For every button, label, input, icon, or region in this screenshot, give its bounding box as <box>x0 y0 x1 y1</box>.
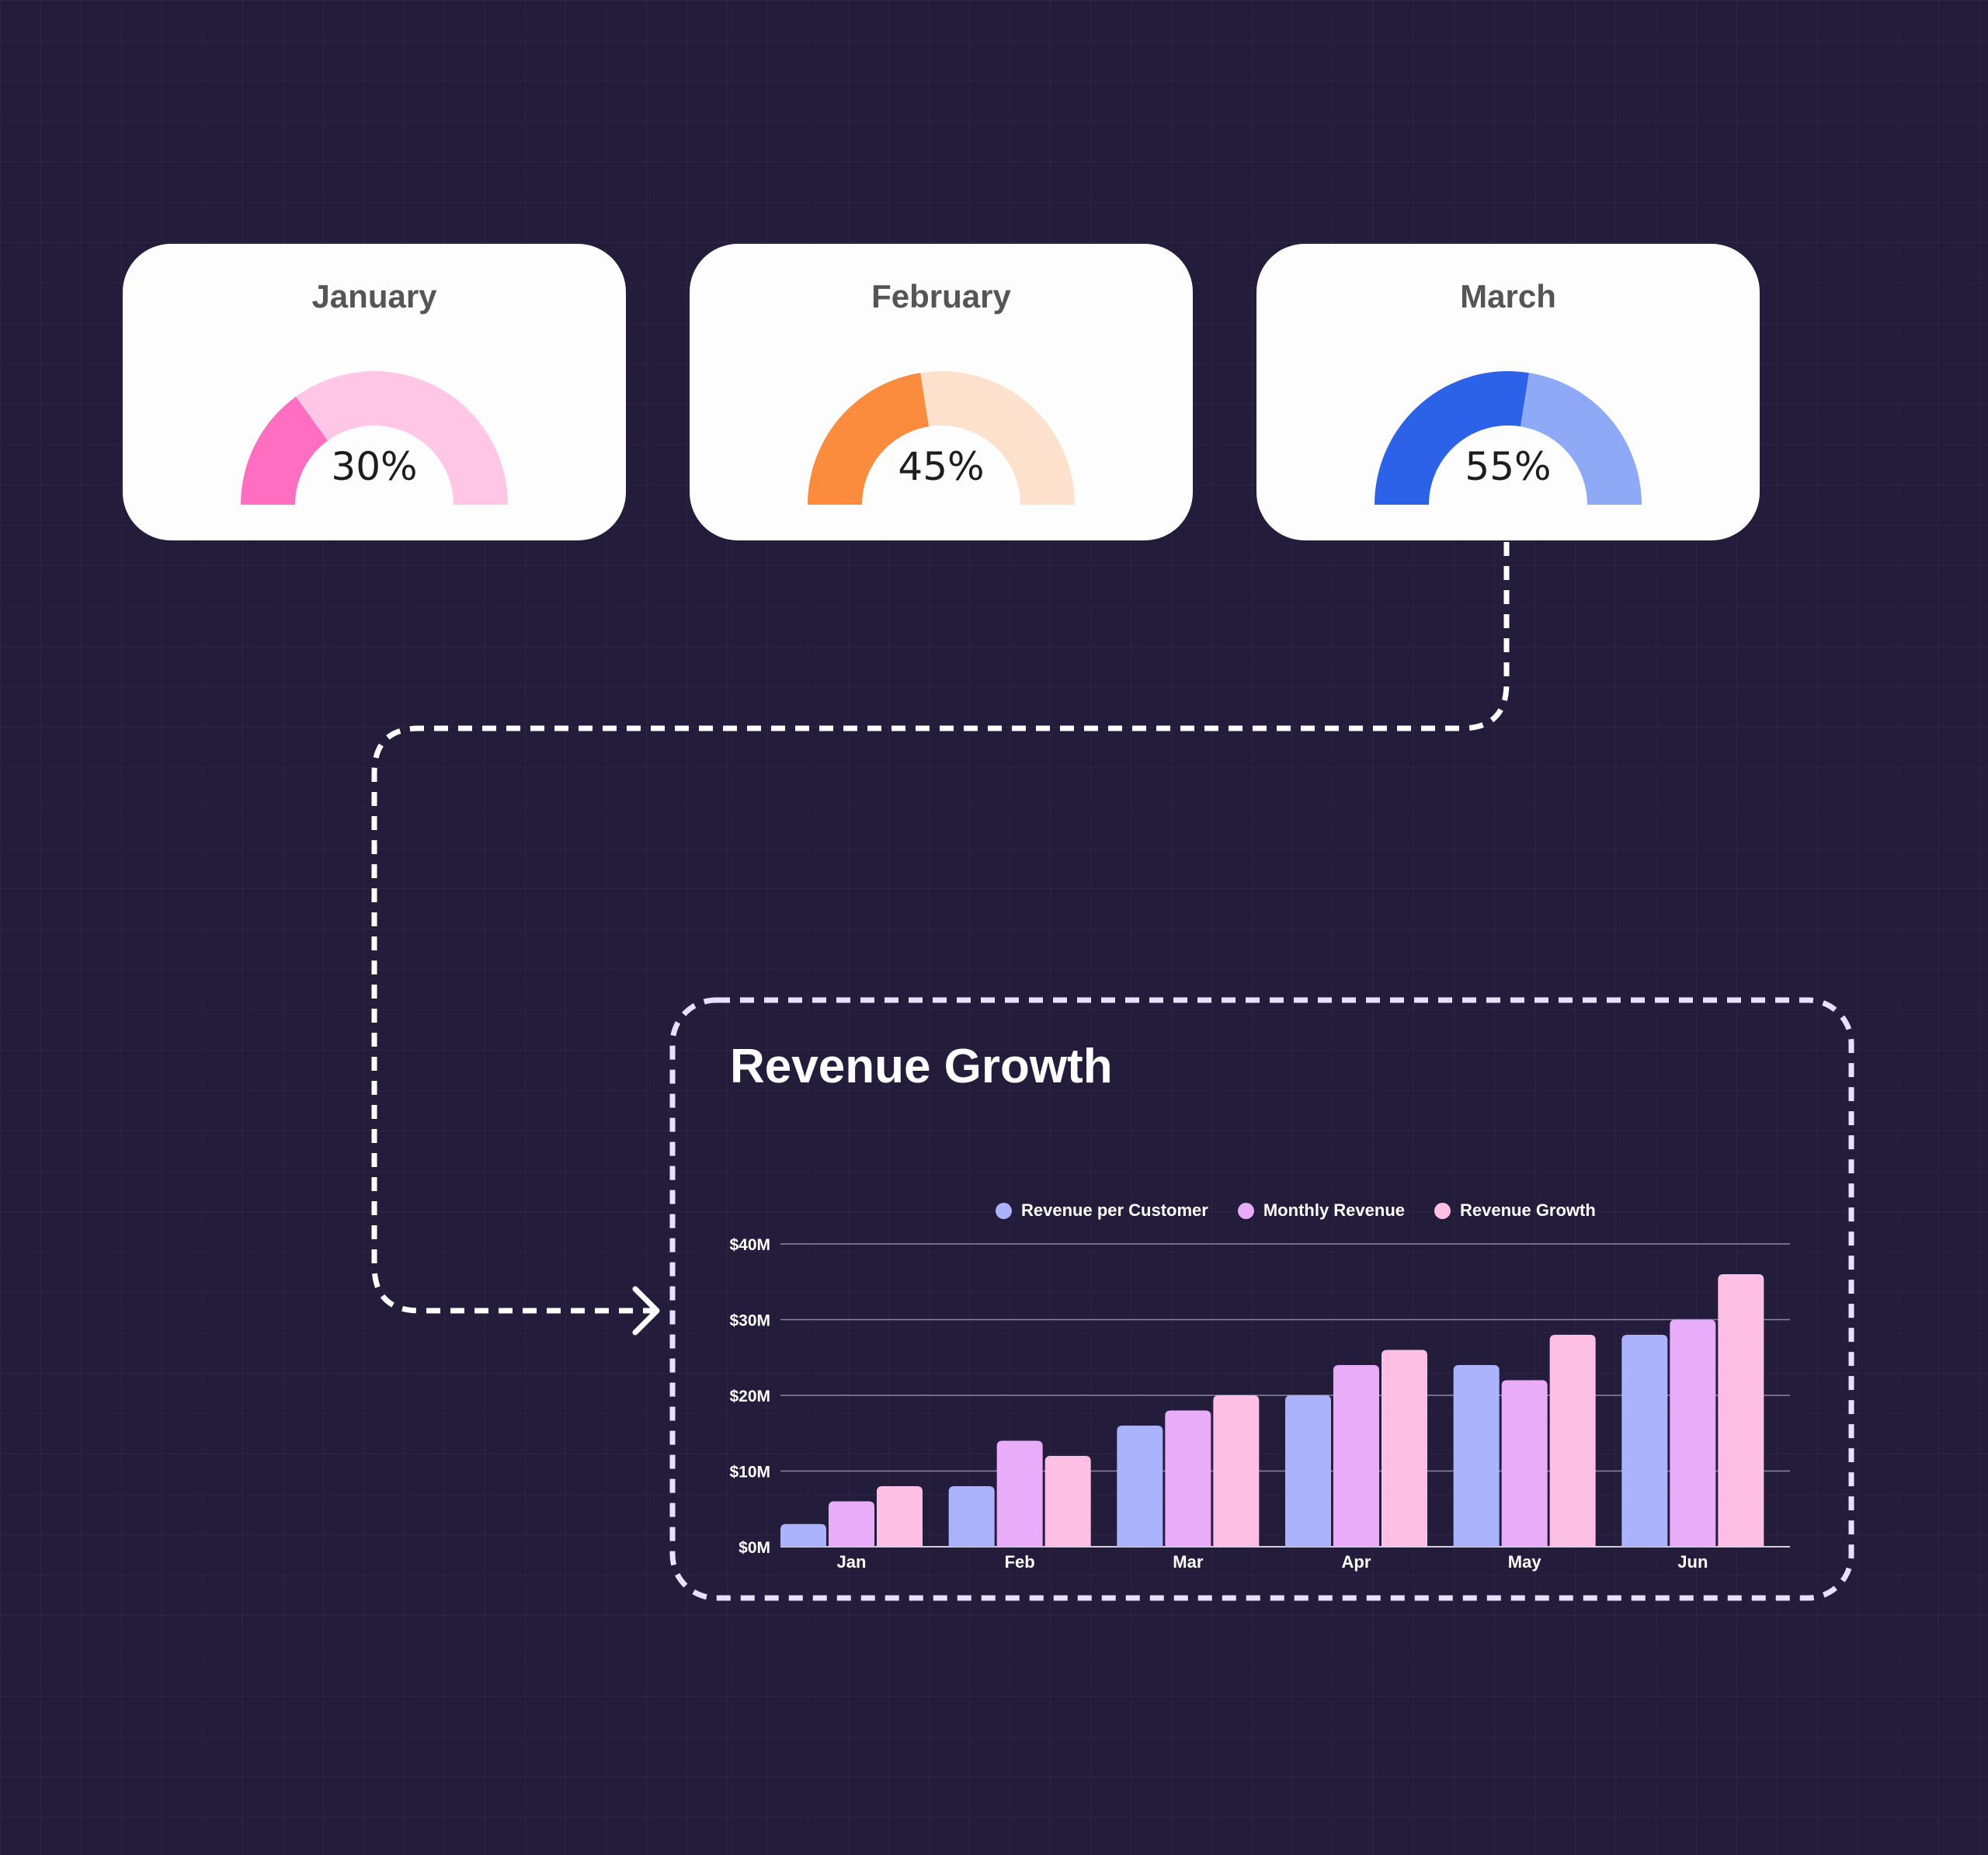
bar <box>996 1440 1043 1547</box>
legend-label: Monthly Revenue <box>1263 1200 1405 1220</box>
x-tick-label: Mar <box>1173 1552 1204 1572</box>
arrowhead-icon <box>632 1286 660 1336</box>
gauge-fill <box>241 396 328 505</box>
x-tick-label: Jan <box>837 1552 867 1572</box>
gauge-track <box>295 371 508 505</box>
gauge-chart-march <box>1375 371 1642 505</box>
bar <box>1213 1395 1260 1547</box>
connector-path <box>371 542 1510 1314</box>
bar <box>877 1486 923 1547</box>
x-tick-label: Apr <box>1342 1552 1371 1572</box>
x-tick-label: Feb <box>1005 1552 1035 1572</box>
legend-label: Revenue per Customer <box>1021 1200 1208 1220</box>
gauge-card-january: January 30% <box>123 244 626 540</box>
gauge-value-label: 45% <box>898 444 985 489</box>
gauge-value-label: 55% <box>1465 444 1552 489</box>
bar <box>1333 1365 1379 1547</box>
gauge-title: February <box>871 278 1011 314</box>
bar <box>1117 1426 1163 1547</box>
gauge-title: March <box>1460 278 1556 314</box>
bar <box>1549 1335 1596 1547</box>
legend-dot <box>1434 1202 1451 1219</box>
bar <box>1382 1350 1427 1547</box>
legend-item-monthly-revenue: Monthly Revenue <box>1237 1200 1405 1221</box>
gauge-track <box>1520 373 1642 505</box>
bar <box>948 1486 995 1547</box>
legend-dot <box>996 1202 1012 1219</box>
y-tick-label: $10M <box>729 1464 770 1482</box>
y-tick-label: $30M <box>729 1312 770 1330</box>
bar <box>1718 1274 1764 1547</box>
x-tick-label: Jun <box>1677 1552 1708 1572</box>
gauge-chart-january <box>241 371 508 505</box>
gauge-fill <box>1375 371 1529 505</box>
bar <box>1044 1456 1091 1547</box>
bar <box>1285 1395 1331 1547</box>
legend-item-revenue-growth: Revenue Growth <box>1434 1200 1596 1221</box>
legend-item-revenue-per-customer: Revenue per Customer <box>996 1200 1208 1221</box>
bar <box>1453 1365 1500 1547</box>
gauge-card-march: March 55% <box>1256 244 1760 540</box>
bar <box>1670 1319 1716 1547</box>
gauge-value-label: 30% <box>331 444 418 489</box>
y-tick-label: $20M <box>729 1388 770 1405</box>
bar <box>829 1501 874 1547</box>
bar <box>1501 1380 1548 1547</box>
gauge-chart-february <box>808 371 1075 505</box>
chart-legend: Revenue per Customer Monthly Revenue Rev… <box>996 1200 1596 1221</box>
y-tick-label: $0M <box>739 1539 770 1557</box>
bar <box>1621 1335 1668 1547</box>
bar <box>780 1523 826 1547</box>
gauge-fill <box>808 373 930 505</box>
chart-title: Revenue Growth <box>730 1040 1113 1093</box>
x-tick-label: May <box>1508 1552 1542 1572</box>
gauge-card-february: February 45% <box>690 244 1193 540</box>
gauge-title: January <box>311 278 437 314</box>
y-tick-label: $40M <box>729 1236 770 1254</box>
bar <box>1165 1410 1211 1547</box>
legend-dot <box>1237 1202 1254 1219</box>
gauge-track <box>920 371 1075 505</box>
legend-label: Revenue Growth <box>1460 1200 1596 1220</box>
